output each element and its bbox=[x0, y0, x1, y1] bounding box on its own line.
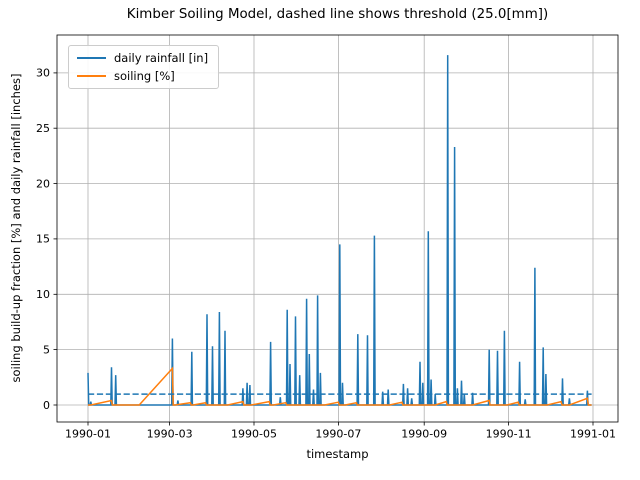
legend: daily rainfall [in] soiling [%] bbox=[68, 45, 220, 89]
y-tick-label: 30 bbox=[36, 67, 50, 80]
x-tick-label: 1990-03 bbox=[147, 428, 193, 441]
y-tick-label: 25 bbox=[36, 122, 50, 135]
y-tick-label: 0 bbox=[43, 399, 50, 412]
soiling-series-line bbox=[88, 366, 592, 406]
x-tick-label: 1990-07 bbox=[315, 428, 361, 441]
legend-item-rainfall: daily rainfall [in] bbox=[77, 51, 208, 65]
x-tick-label: 1991-01 bbox=[570, 428, 616, 441]
x-axis-label: timestamp bbox=[306, 447, 369, 461]
legend-label-rainfall: daily rainfall [in] bbox=[114, 51, 209, 65]
x-tick-label: 1990-01 bbox=[65, 428, 111, 441]
rainfall-line-sample bbox=[77, 57, 106, 59]
y-tick-label: 5 bbox=[43, 343, 50, 356]
y-tick-label: 10 bbox=[36, 288, 50, 301]
y-tick-label: 20 bbox=[36, 177, 50, 190]
legend-label-soiling: soiling [%] bbox=[114, 69, 175, 83]
y-tick-label: 15 bbox=[36, 233, 50, 246]
rainfall-series-line bbox=[87, 55, 592, 406]
legend-item-soiling: soiling [%] bbox=[77, 69, 208, 83]
chart-title: Kimber Soiling Model, dashed line shows … bbox=[126, 7, 549, 22]
x-tick-label: 1990-05 bbox=[231, 428, 277, 441]
x-tick-label: 1990-09 bbox=[401, 428, 447, 441]
soiling-line-sample bbox=[77, 75, 106, 77]
axes-spines bbox=[56, 34, 619, 423]
y-axis-label: soiling build-up fraction [%] and daily … bbox=[9, 73, 23, 383]
x-tick-label: 1990-11 bbox=[486, 428, 532, 441]
